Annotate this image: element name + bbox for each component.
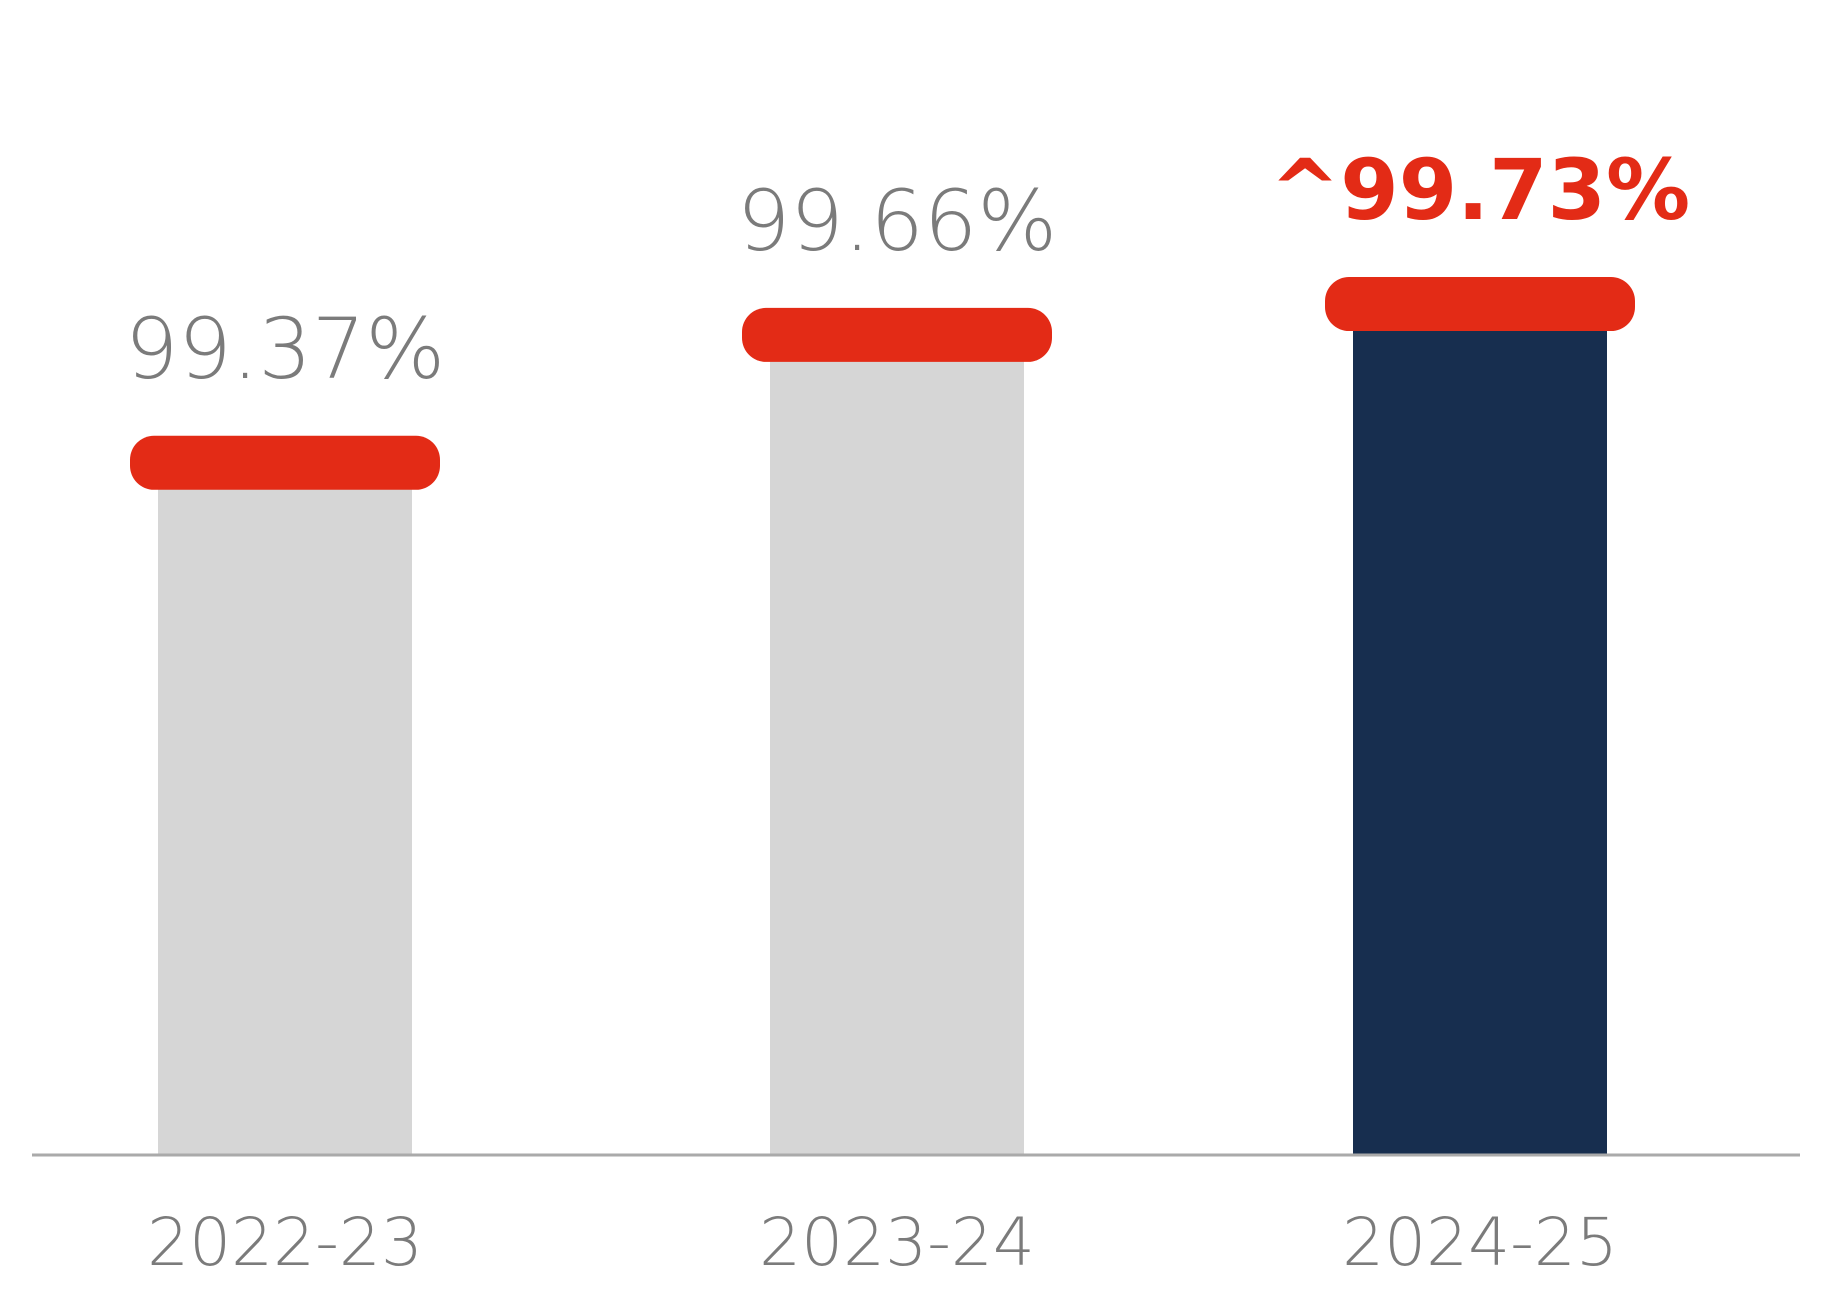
bar-2023-24 xyxy=(770,334,1024,1156)
x-tick-label-2022-23: 2022-23 xyxy=(147,1204,423,1281)
bar-2022-23 xyxy=(158,462,412,1156)
value-labels-layer: 99.37% 99.66% ^99.73% xyxy=(125,141,1690,398)
bar-cap-2023-24 xyxy=(742,307,1052,362)
x-tick-label-2023-24: 2023-24 xyxy=(759,1204,1035,1281)
bars-layer xyxy=(130,277,1635,1156)
x-tick-label-2024-25: 2024-25 xyxy=(1342,1204,1618,1281)
bar-cap-2022-23 xyxy=(130,435,440,490)
x-tick-labels-layer: 2022-23 2023-24 2024-25 xyxy=(147,1204,1618,1281)
data-label-2024-25: ^99.73% xyxy=(1270,141,1690,239)
data-label-2023-24: 99.66% xyxy=(737,172,1057,270)
bar-2024-25 xyxy=(1353,304,1607,1156)
bar-cap-2024-25 xyxy=(1325,277,1635,332)
data-label-2022-23: 99.37% xyxy=(125,300,445,398)
